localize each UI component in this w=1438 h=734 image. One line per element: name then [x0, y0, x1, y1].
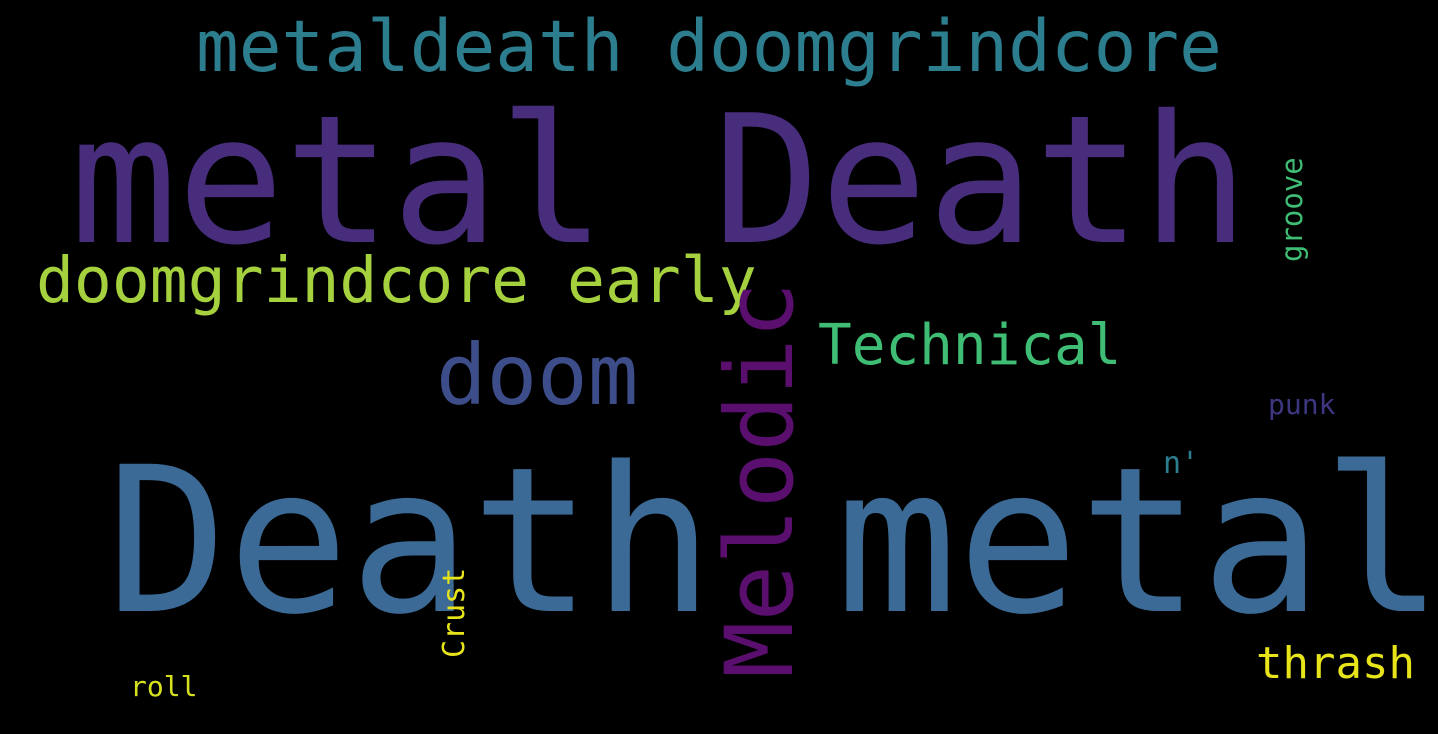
- word-doomgrindcore-early: doomgrindcore early: [36, 244, 757, 317]
- word-thrash: thrash: [1256, 638, 1415, 689]
- word-metal-death: metal Death: [70, 77, 1249, 284]
- word-metaldeath-doomgrindcore: metaldeath doomgrindcore: [196, 5, 1222, 88]
- word-groove: groove: [1275, 157, 1309, 262]
- word-doom: doom: [436, 326, 639, 424]
- word-death-metal: Death metal: [106, 423, 1438, 659]
- word-melodic: Melodic: [706, 281, 815, 678]
- word-n: n': [1163, 446, 1200, 481]
- word-punk: punk: [1268, 388, 1336, 421]
- word-crust: Crust: [437, 567, 472, 658]
- word-technical: Technical: [818, 313, 1122, 378]
- word-roll: roll: [130, 670, 198, 703]
